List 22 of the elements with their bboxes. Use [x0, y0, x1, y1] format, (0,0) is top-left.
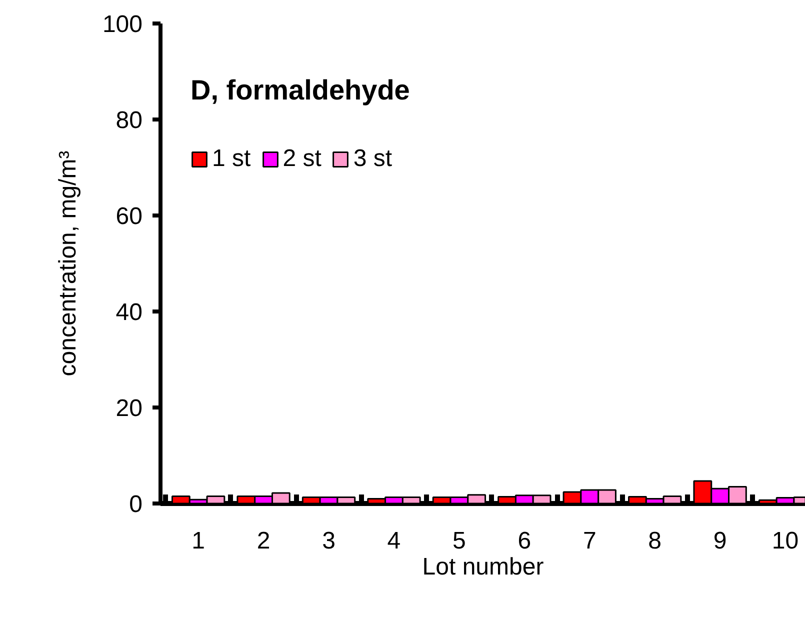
x-tick-label: 3: [322, 528, 336, 554]
y-tick-label: 60: [116, 203, 143, 230]
x-tick-label: 2: [256, 528, 270, 554]
x-tick-label: 5: [452, 528, 466, 554]
x-tick-label: 9: [713, 528, 727, 554]
x-axis-title: Lot number: [422, 554, 544, 580]
y-axis-title: concentration, mg/m³: [54, 150, 82, 376]
legend-label: 1 st: [212, 145, 251, 173]
y-tick-label: 20: [116, 395, 143, 422]
legend-label: 2 st: [282, 145, 322, 173]
x-tick-label: 10: [772, 528, 799, 554]
y-tick-label: 40: [116, 299, 143, 326]
legend-label: 3 st: [353, 145, 392, 173]
y-tick-label: 80: [116, 107, 143, 134]
text: D, formaldehyde: [190, 74, 410, 106]
y-tick-label: 100: [102, 11, 143, 38]
x-tick-label: 1: [192, 528, 206, 554]
x-tick-label: 8: [648, 528, 662, 554]
y-tick-label: 0: [129, 491, 143, 518]
x-tick-label: 6: [518, 528, 532, 554]
x-tick-label: 4: [387, 528, 401, 554]
x-tick-label: 7: [582, 528, 596, 554]
